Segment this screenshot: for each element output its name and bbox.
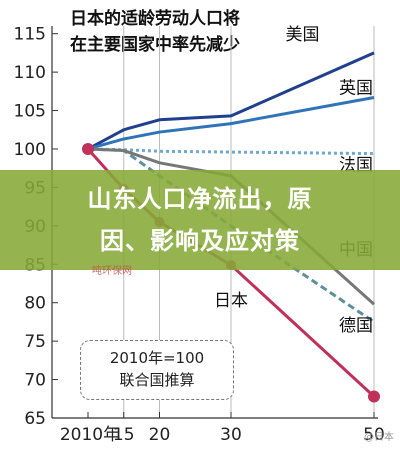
x-tick-label: 50 bbox=[363, 425, 385, 445]
x-tick-label: 20 bbox=[149, 425, 171, 445]
y-tick-label: 80 bbox=[24, 294, 46, 314]
series-label: 英国 bbox=[339, 79, 373, 99]
annotation-line-2: 联合国推算 bbox=[119, 371, 195, 389]
annotation-box: 2010年=100 联合国推算 bbox=[80, 340, 234, 400]
series-line bbox=[87, 96, 375, 151]
x-tick-label: 30 bbox=[220, 425, 242, 445]
data-point bbox=[368, 390, 380, 403]
headline-line-2: 因、影响及应对策 bbox=[100, 227, 300, 255]
y-tick-label: 100 bbox=[14, 140, 46, 160]
y-tick-label: 110 bbox=[14, 63, 46, 83]
y-tick-label: 75 bbox=[24, 332, 46, 352]
y-tick-label: 65 bbox=[24, 409, 46, 429]
image-credit: @日本 bbox=[364, 432, 394, 443]
x-tick-label: 15 bbox=[113, 425, 135, 445]
y-tick-label: 115 bbox=[14, 25, 46, 45]
series-label: 日本 bbox=[214, 291, 248, 311]
series-label: 美国 bbox=[286, 25, 320, 45]
chart-title-line-2: 在主要国家中率先减少 bbox=[70, 35, 240, 55]
y-tick-label: 105 bbox=[14, 102, 46, 122]
annotation-line-1: 2010年=100 bbox=[109, 349, 205, 367]
y-tick-label: 70 bbox=[24, 371, 46, 391]
headline-line-1: 山东人口净流出，原 bbox=[87, 185, 313, 213]
data-point bbox=[82, 142, 94, 155]
x-tick-label: 2010年 bbox=[60, 425, 120, 445]
series-label: 德国 bbox=[339, 316, 373, 336]
watermark-text: 吨环保网 bbox=[92, 266, 132, 277]
chart-title-line-1: 日本的适龄劳动人口将 bbox=[70, 9, 240, 29]
headline-banner: 山东人口净流出，原 因、影响及应对策 bbox=[0, 170, 400, 270]
series-line bbox=[87, 51, 375, 151]
